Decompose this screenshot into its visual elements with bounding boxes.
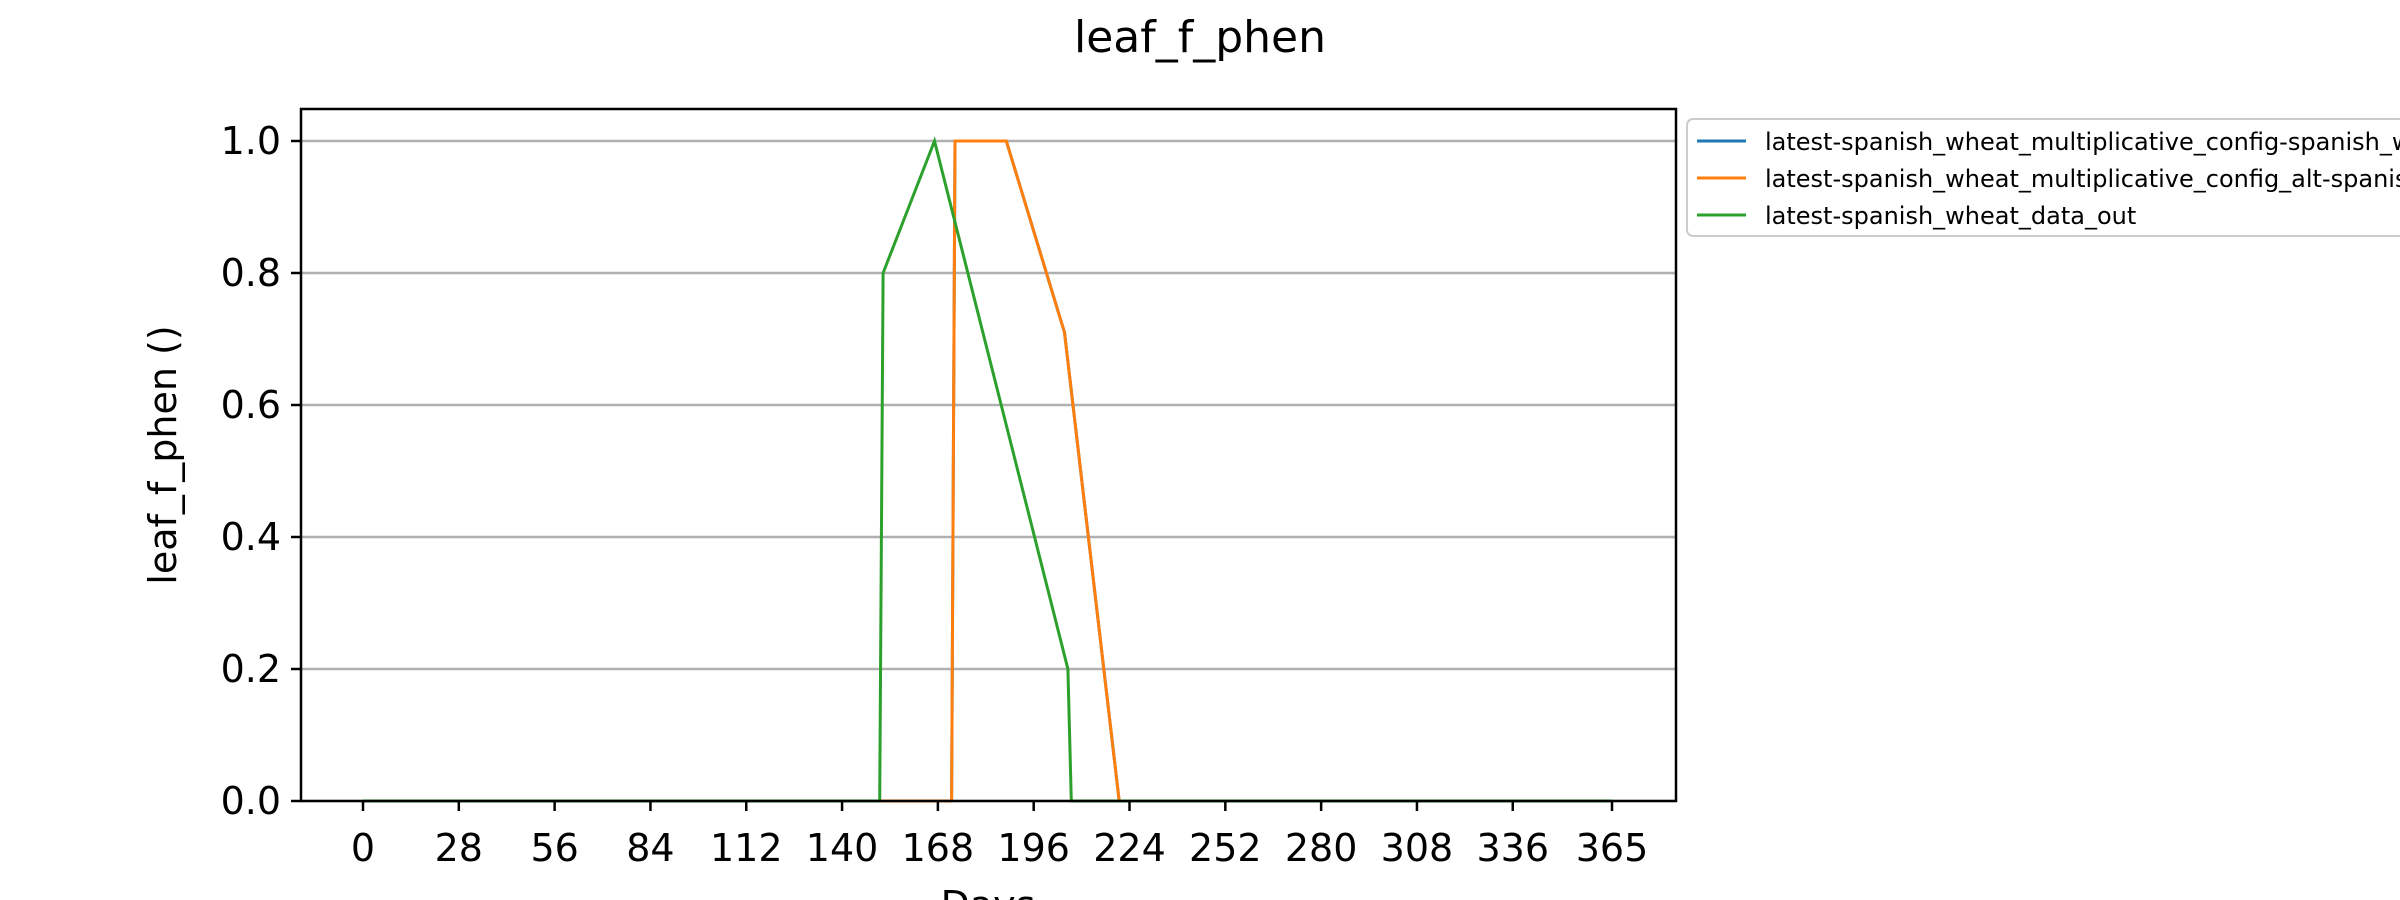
x-tick-label: 0 [351,826,375,870]
y-tick-label: 0.6 [221,383,281,427]
x-tick-label: 336 [1476,826,1549,870]
legend-label-2: latest-spanish_wheat_multiplicative_conf… [1765,165,2400,193]
x-tick-label: 168 [902,826,975,870]
legend: latest-spanish_wheat_multiplicative_conf… [1686,118,2400,237]
x-tick-label: 252 [1189,826,1262,870]
legend-label-1: latest-spanish_wheat_multiplicative_conf… [1765,128,2400,156]
x-tick-label: 224 [1093,826,1166,870]
x-tick-label: 112 [710,826,783,870]
y-tick-label: 0.2 [221,647,281,691]
x-axis-label: Days [941,883,1036,900]
series-line-1 [363,139,1612,803]
x-tick-label: 280 [1285,826,1358,870]
legend-box [1686,118,2400,237]
x-tick-label: 196 [997,826,1070,870]
x-tick-label: 365 [1576,826,1649,870]
x-tick-label: 84 [626,826,674,870]
x-tick-label: 56 [530,826,578,870]
x-tick-label: 28 [435,826,483,870]
series-line-3 [363,136,1612,803]
y-tick-label: 0.0 [221,779,281,823]
y-axis-label: leaf_f_phen () [141,325,185,584]
y-tick-label: 0.8 [221,251,281,295]
plot-frame [299,107,1678,803]
x-tick-label: 140 [806,826,879,870]
series-line-2 [363,139,1612,803]
y-tick-label: 0.4 [221,515,281,559]
chart-title: leaf_f_phen [1074,12,1326,63]
y-tick-label: 1.0 [221,119,281,163]
legend-label-3: latest-spanish_wheat_data_out [1765,202,2136,230]
x-tick-label: 308 [1381,826,1454,870]
